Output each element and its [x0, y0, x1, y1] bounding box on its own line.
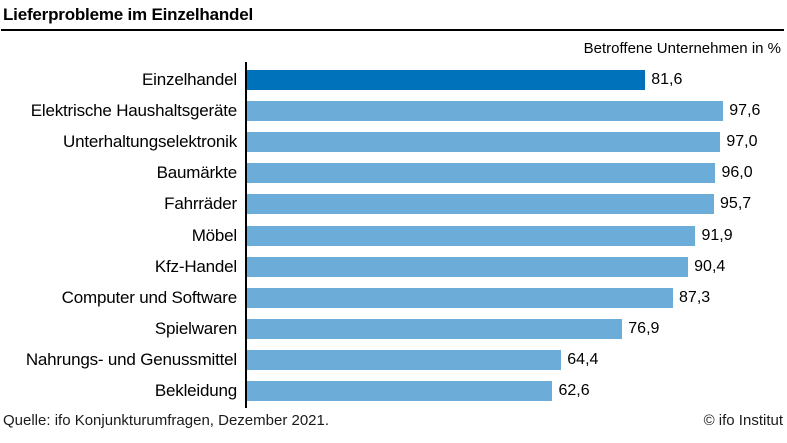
source-note: Quelle: ifo Konjunkturumfragen, Dezember…	[3, 412, 330, 429]
category-label: Kfz-Handel	[154, 256, 237, 276]
bar-row: Nahrungs- und Genussmittel 64,4	[0, 345, 787, 376]
chart-title: Lieferprobleme im Einzelhandel	[3, 5, 254, 24]
category-label: Fahrräder	[164, 194, 237, 214]
category-label: Computer und Software	[61, 287, 238, 307]
bar-row: Baumärkte 96,0	[0, 158, 787, 189]
bar	[247, 350, 562, 371]
bar	[247, 256, 689, 277]
bar-row: Einzelhandel 81,6	[0, 64, 787, 95]
bar	[247, 69, 646, 90]
bar	[247, 131, 721, 152]
bar	[247, 100, 724, 121]
value-label: 95,7	[720, 195, 752, 213]
bar	[247, 225, 696, 246]
bar-row: Kfz-Handel 90,4	[0, 251, 787, 282]
value-label: 64,4	[567, 351, 599, 369]
value-label: 62,6	[558, 382, 590, 400]
bar	[247, 194, 715, 215]
value-label: 90,4	[694, 257, 726, 275]
title-rule	[1, 29, 784, 31]
bar	[247, 319, 623, 340]
value-label: 87,3	[679, 288, 711, 306]
bar	[247, 287, 674, 308]
value-label: 97,6	[729, 101, 761, 119]
bar-row: Spielwaren 76,9	[0, 314, 787, 345]
value-label: 97,0	[726, 132, 758, 150]
value-label: 76,9	[628, 320, 660, 338]
bar-row: Computer und Software 87,3	[0, 282, 787, 313]
chart-subtitle: Betroffene Unternehmen in %	[583, 40, 781, 57]
bar-row: Fahrräder 95,7	[0, 189, 787, 220]
bar	[247, 381, 553, 402]
y-axis-line	[245, 62, 247, 408]
category-label: Einzelhandel	[142, 69, 237, 89]
category-label: Elektrische Haushaltsgeräte	[30, 100, 237, 120]
category-label: Bekleidung	[154, 381, 237, 401]
category-label: Nahrungs- und Genussmittel	[25, 350, 237, 370]
value-label: 81,6	[651, 70, 683, 88]
category-label: Unterhaltungselektronik	[63, 131, 237, 151]
category-label: Spielwaren	[154, 319, 237, 339]
bar-row: Elektrische Haushaltsgeräte 97,6	[0, 95, 787, 126]
copyright-note: © ifo Institut	[703, 412, 783, 429]
bar	[247, 163, 716, 184]
category-label: Baumärkte	[156, 163, 238, 183]
value-label: 96,0	[721, 164, 753, 182]
category-label: Möbel	[191, 225, 238, 245]
footer: Quelle: ifo Konjunkturumfragen, Dezember…	[3, 412, 783, 429]
bar-row: Möbel 91,9	[0, 220, 787, 251]
bar-row: Bekleidung 62,6	[0, 376, 787, 407]
bar-chart: Einzelhandel 81,6 Elektrische Haushaltsger…	[0, 62, 787, 408]
bar-row: Unterhaltungselektronik 97,0	[0, 126, 787, 157]
value-label: 91,9	[701, 226, 733, 244]
